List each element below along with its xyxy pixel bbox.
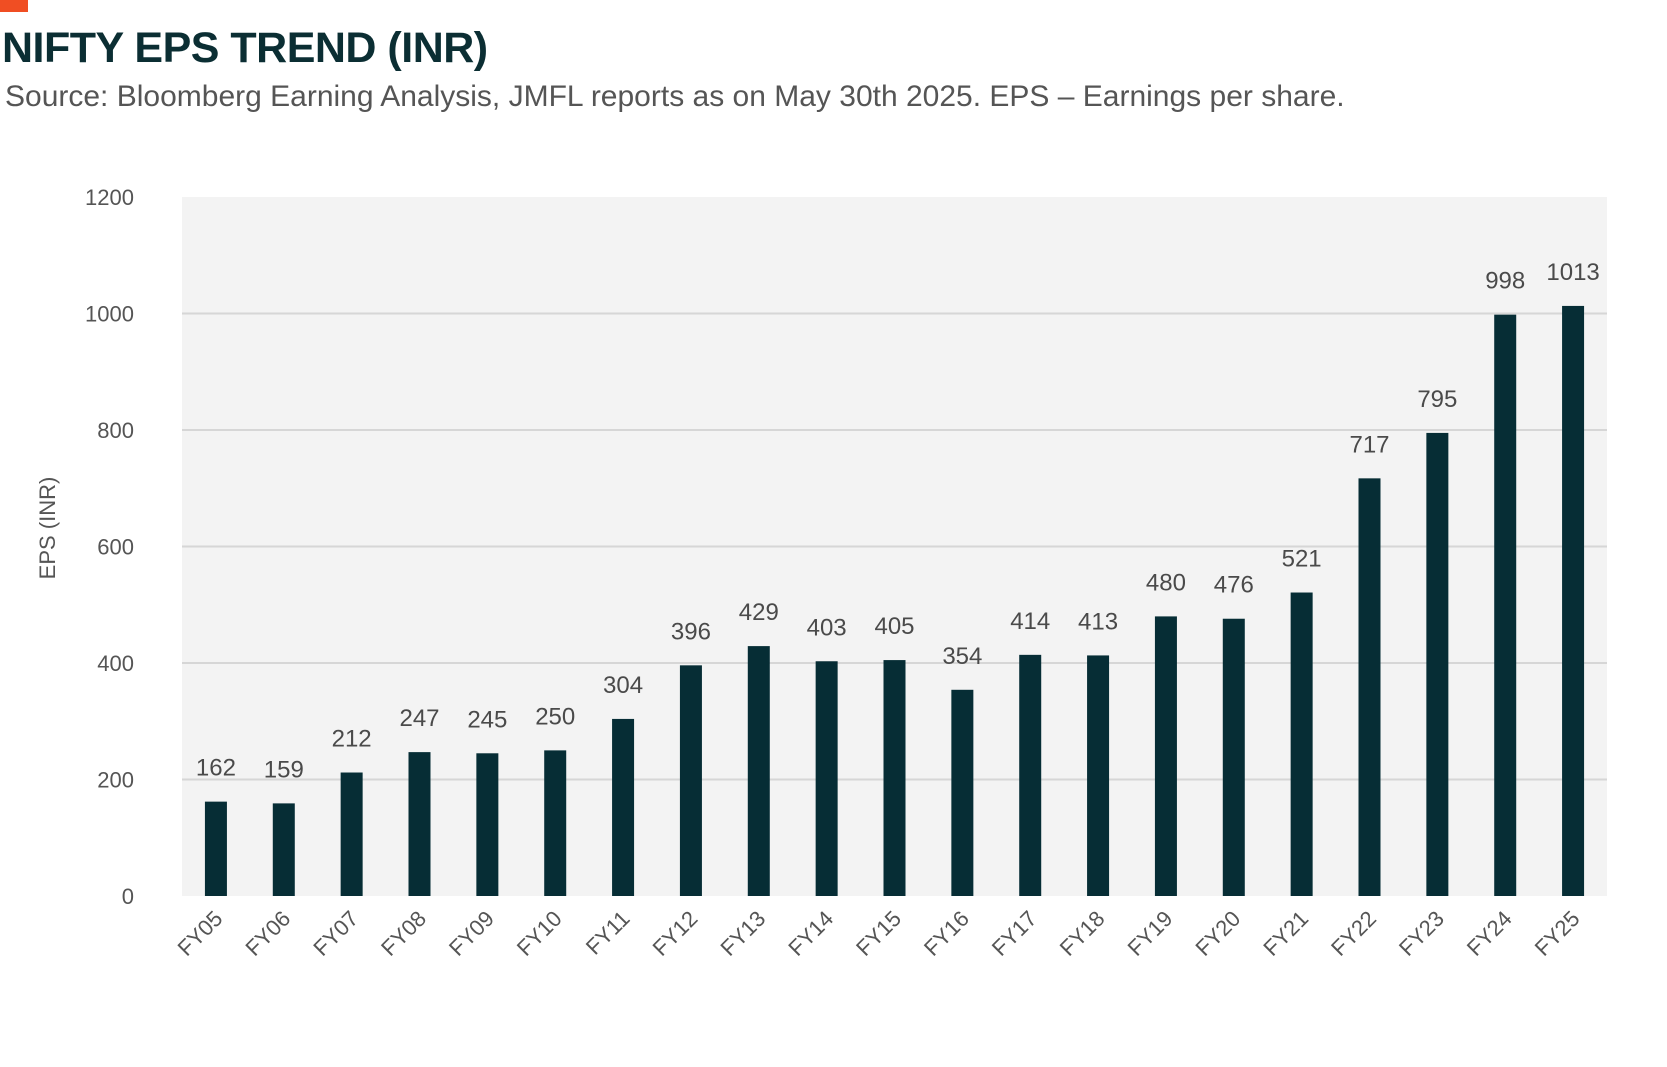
x-tick-label: FY21 xyxy=(1258,906,1313,961)
x-tick-label: FY08 xyxy=(376,906,431,961)
bar-fy10 xyxy=(544,750,567,896)
x-tick-label: FY07 xyxy=(308,906,363,961)
bar-fy13 xyxy=(747,646,770,896)
x-tick-label: FY22 xyxy=(1326,906,1381,961)
chart-source-note: Source: Bloomberg Earning Analysis, JMFL… xyxy=(5,80,1345,113)
y-tick-label: 1000 xyxy=(85,302,134,327)
bars-group xyxy=(204,305,1585,896)
x-tick-label: FY17 xyxy=(987,906,1042,961)
bar-fy22 xyxy=(1358,478,1381,896)
data-label: 795 xyxy=(1417,386,1457,413)
data-label: 429 xyxy=(739,599,779,626)
x-tick-label: FY06 xyxy=(240,906,295,961)
data-label: 405 xyxy=(874,613,914,640)
data-label: 159 xyxy=(264,756,304,783)
y-tick-label: 1200 xyxy=(85,185,134,210)
bar-fy25 xyxy=(1562,305,1585,896)
data-label: 354 xyxy=(942,643,982,670)
data-labels-group: 162 159 212 247 245 250 304 396 429 403 405 354 414 4… xyxy=(196,259,1600,783)
y-axis-ticks: 0 200 400 600 800 1000 1200 xyxy=(85,185,134,909)
bar-fy21 xyxy=(1290,592,1313,896)
bar-fy23 xyxy=(1426,432,1449,896)
y-axis-label: EPS (INR) xyxy=(35,477,60,580)
x-tick-label: FY23 xyxy=(1394,906,1449,961)
data-label: 396 xyxy=(671,618,711,645)
x-tick-label: FY11 xyxy=(581,906,635,960)
y-tick-label: 800 xyxy=(97,418,134,443)
bar-fy09 xyxy=(476,753,499,896)
x-axis-ticks: FY05 FY06 FY07 FY08 FY09 FY10 FY11 FY12 FY13 FY14… xyxy=(173,906,1585,961)
x-tick-label: FY09 xyxy=(444,906,499,961)
x-tick-label: FY13 xyxy=(715,906,770,961)
data-label: 413 xyxy=(1078,608,1118,635)
x-tick-label: FY19 xyxy=(1123,906,1178,961)
bar-fy07 xyxy=(340,772,363,896)
data-label: 414 xyxy=(1010,608,1050,635)
x-tick-label: FY20 xyxy=(1190,906,1245,961)
x-tick-label: FY18 xyxy=(1055,906,1110,961)
data-label: 1013 xyxy=(1546,259,1599,286)
bar-fy11 xyxy=(612,718,635,896)
x-tick-label: FY12 xyxy=(648,906,703,961)
data-label: 212 xyxy=(332,726,372,753)
data-label: 480 xyxy=(1146,569,1186,596)
x-tick-label: FY10 xyxy=(512,906,567,961)
data-label: 476 xyxy=(1214,572,1254,599)
y-tick-label: 200 xyxy=(97,768,134,793)
x-tick-label: FY16 xyxy=(919,906,974,961)
data-label: 245 xyxy=(467,706,507,733)
x-tick-label: FY25 xyxy=(1530,906,1585,961)
bar-fy17 xyxy=(1019,654,1042,896)
y-tick-label: 0 xyxy=(122,884,134,909)
bar-fy24 xyxy=(1494,314,1517,896)
x-tick-label: FY24 xyxy=(1462,906,1517,961)
data-label: 521 xyxy=(1282,546,1322,573)
y-tick-label: 600 xyxy=(97,535,134,560)
data-label: 250 xyxy=(535,703,575,730)
bar-fy16 xyxy=(951,689,974,896)
data-label: 247 xyxy=(399,705,439,732)
x-tick-label: FY14 xyxy=(783,906,838,961)
x-tick-label: FY15 xyxy=(851,906,906,961)
bar-fy15 xyxy=(883,660,906,896)
bar-fy08 xyxy=(408,752,431,896)
data-label: 162 xyxy=(196,755,236,782)
data-label: 403 xyxy=(807,614,847,641)
bar-fy19 xyxy=(1154,616,1177,896)
bar-fy12 xyxy=(679,665,702,896)
y-tick-label: 400 xyxy=(97,651,134,676)
chart-title: NIFTY EPS TREND (INR) xyxy=(2,24,488,72)
bar-fy14 xyxy=(815,661,838,896)
brand-accent-mark xyxy=(0,0,28,12)
x-tick-label: FY05 xyxy=(173,906,228,961)
bar-fy06 xyxy=(272,803,295,896)
bar-fy20 xyxy=(1222,618,1245,896)
bar-fy05 xyxy=(204,801,227,896)
bar-fy18 xyxy=(1087,655,1110,896)
data-label: 304 xyxy=(603,672,643,699)
data-label: 998 xyxy=(1485,268,1525,295)
data-label: 717 xyxy=(1349,431,1389,458)
